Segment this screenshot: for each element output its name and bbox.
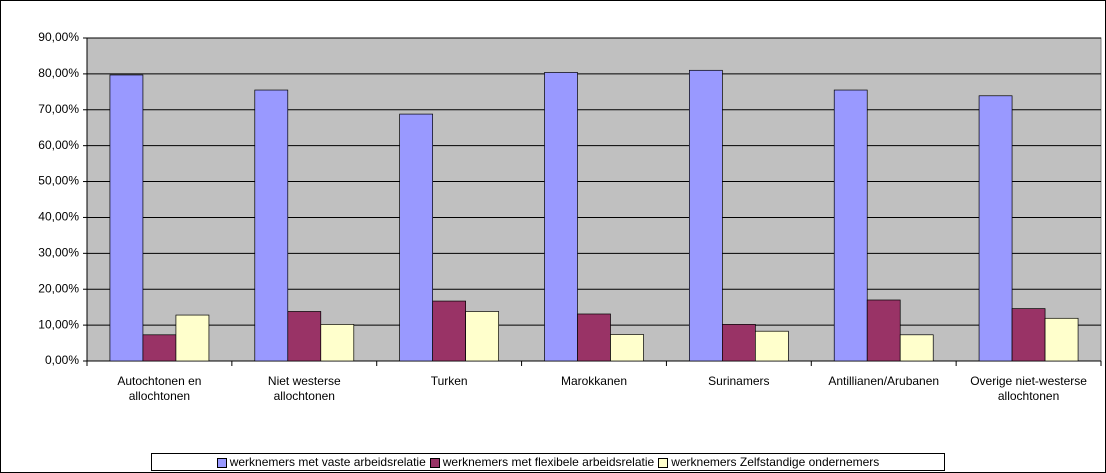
- bar: [320, 324, 355, 362]
- bar: [722, 324, 756, 362]
- bar: [287, 311, 322, 362]
- legend-item: werknemers met flexibele arbeidsrelatie: [429, 455, 655, 469]
- bar: [866, 299, 901, 362]
- bar: [1011, 308, 1046, 362]
- bar: [399, 113, 433, 362]
- legend-swatch: [429, 457, 440, 468]
- legend-swatch: [658, 457, 669, 468]
- y-tick-label: 50,00%: [38, 174, 79, 188]
- legend-label: werknemers Zelfstandige ondernemers: [671, 455, 880, 469]
- bar: [109, 74, 144, 362]
- y-tick-label: 90,00%: [38, 30, 79, 44]
- legend-item: werknemers Zelfstandige ondernemers: [658, 455, 879, 469]
- x-tick-label: Autochtonen en allochtonen: [117, 374, 202, 403]
- x-tick-label: Surinamers: [708, 374, 770, 388]
- bar: [544, 72, 578, 362]
- bar: [142, 334, 177, 362]
- bar: [465, 311, 499, 362]
- y-tick-label: 80,00%: [38, 66, 79, 80]
- y-tick-label: 10,00%: [38, 317, 79, 331]
- x-tick-label: Antillianen/Arubanen: [828, 374, 940, 388]
- y-tick-label: 70,00%: [38, 102, 79, 116]
- legend: werknemers met vaste arbeidsrelatie werkn…: [151, 453, 945, 471]
- x-tick-label: Turken: [430, 374, 468, 388]
- legend-label: werknemers met vaste arbeidsrelatie: [229, 455, 426, 469]
- bar: [978, 95, 1013, 362]
- bar: [254, 89, 289, 362]
- bar: [1044, 317, 1079, 362]
- x-tick-label: Niet westerse allochtonen: [267, 374, 341, 403]
- legend-label: werknemers met flexibele arbeidsrelatie: [442, 455, 655, 469]
- x-tick-label: Marokkanen: [560, 374, 628, 388]
- bar: [755, 330, 789, 362]
- plot-area: [86, 37, 1102, 362]
- bar: [175, 314, 210, 362]
- bar: [833, 89, 868, 362]
- y-tick-label: 30,00%: [38, 246, 79, 260]
- x-tick-label: Overige niet-westerse allochtonen: [970, 374, 1087, 403]
- bar: [610, 334, 644, 362]
- bar: [689, 69, 723, 362]
- legend-item: werknemers met vaste arbeidsrelatie: [216, 455, 426, 469]
- bar: [432, 300, 466, 362]
- y-tick-label: 60,00%: [38, 138, 79, 152]
- y-tick-label: 40,00%: [38, 210, 79, 224]
- bar: [577, 313, 611, 362]
- legend-swatch: [216, 457, 227, 468]
- y-tick-label: 20,00%: [38, 281, 79, 295]
- y-tick-label: 0,00%: [45, 353, 79, 367]
- bar: [899, 334, 934, 362]
